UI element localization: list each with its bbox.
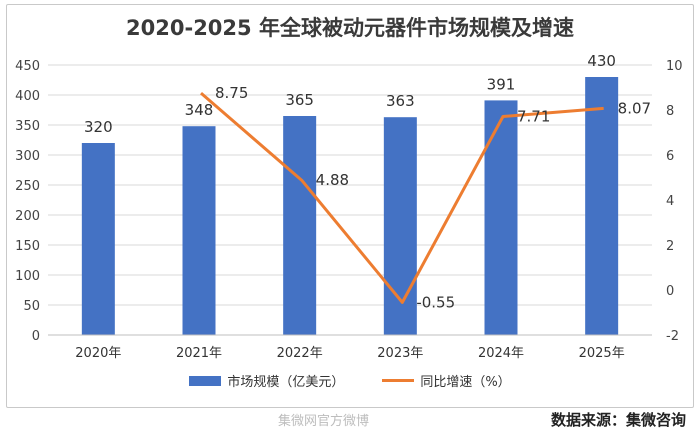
- legend-item-market-size: 市场规模（亿美元）: [189, 371, 344, 390]
- bar: [81, 143, 115, 335]
- right-axis-tick-label: 6: [666, 149, 674, 164]
- bar: [283, 116, 317, 335]
- left-axis-tick-label: 0: [32, 329, 40, 344]
- right-axis-tick-label: -2: [666, 329, 679, 344]
- x-tick-label: 2022年: [277, 346, 323, 361]
- legend-label-growth: 同比增速（%）: [420, 375, 511, 390]
- right-axis-tick-label: 4: [666, 194, 674, 209]
- bar: [484, 100, 518, 336]
- line-value-label: 8.07: [618, 99, 651, 117]
- left-axis-tick-label: 100: [15, 269, 40, 284]
- bar-value-label: 363: [386, 92, 415, 110]
- chart-frame: [6, 4, 694, 408]
- bar-value-label: 430: [587, 52, 616, 70]
- left-axis-tick-label: 300: [15, 149, 40, 164]
- x-tick-label: 2021年: [176, 346, 222, 361]
- left-axis-tick-label: 350: [15, 119, 40, 134]
- legend: 市场规模（亿美元） 同比增速（%）: [0, 371, 700, 390]
- line-value-label: 4.88: [316, 171, 349, 189]
- watermark-text: 集微网官方微博: [278, 414, 370, 429]
- legend-label-market-size: 市场规模（亿美元）: [227, 375, 345, 390]
- right-axis-tick-label: 0: [666, 284, 674, 299]
- growth-line: [200, 91, 604, 304]
- bar: [182, 126, 216, 335]
- right-axis-tick-label: 2: [666, 239, 674, 254]
- bar-value-label: 320: [84, 118, 113, 136]
- line-value-label: -0.55: [416, 293, 455, 311]
- x-axis: 2020年 2021年 2022年 2023年 2024年 2025年: [48, 334, 652, 361]
- left-axis-tick-label: 250: [15, 179, 40, 194]
- left-axis-tick-label: 200: [15, 209, 40, 224]
- bar-series: [81, 77, 619, 336]
- source-note: 数据来源：集微咨询: [550, 411, 686, 429]
- right-axis-tick-label: 8: [666, 104, 674, 119]
- x-tick-label: 2020年: [75, 346, 121, 361]
- x-tick-label: 2023年: [377, 346, 423, 361]
- legend-line-swatch: [382, 379, 415, 382]
- bar: [585, 77, 619, 335]
- bar-value-label: 348: [185, 101, 214, 119]
- bar: [383, 117, 417, 335]
- x-tick-label: 2024年: [478, 346, 524, 361]
- bar-value-label: 365: [285, 91, 314, 109]
- left-axis-tick-label: 150: [15, 239, 40, 254]
- gridlines: [48, 64, 652, 336]
- left-axis: 0 50 100 150 200 250 300 350 400 450: [15, 59, 40, 344]
- legend-item-growth: 同比增速（%）: [382, 371, 511, 390]
- bar-data-labels: 320 348 365 363 391 430: [84, 52, 616, 136]
- legend-bar-swatch: [189, 375, 222, 386]
- right-axis-tick-label: 10: [666, 59, 683, 74]
- left-axis-tick-label: 400: [15, 89, 40, 104]
- line-value-label: 8.75: [215, 84, 248, 102]
- left-axis-tick-label: 450: [15, 59, 40, 74]
- line-value-label: 7.71: [517, 108, 550, 126]
- x-tick-label: 2025年: [579, 346, 625, 361]
- line-data-labels: 8.75 4.88 -0.55 7.71 8.07: [215, 84, 651, 311]
- bar-value-label: 391: [487, 75, 516, 93]
- left-axis-tick-label: 50: [23, 299, 40, 314]
- right-axis: -2 0 2 4 6 8 10: [666, 59, 683, 344]
- chart-title: 2020-2025 年全球被动元器件市场规模及增速: [126, 16, 574, 40]
- line-series: [200, 91, 604, 304]
